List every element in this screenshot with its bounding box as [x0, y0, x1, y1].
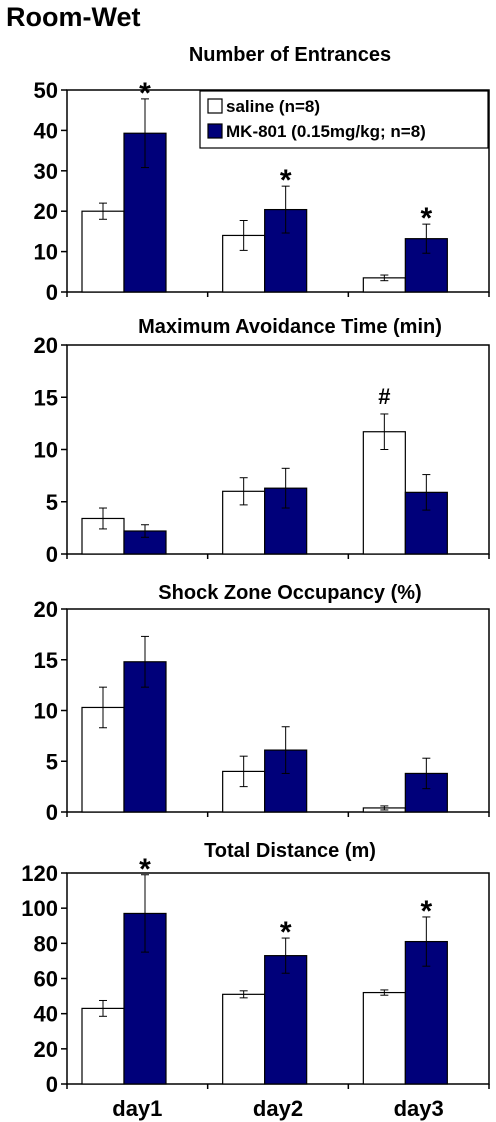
- y-tick-label: 40: [34, 118, 58, 143]
- y-tick-label: 15: [34, 648, 58, 673]
- y-tick-label: 0: [46, 800, 58, 825]
- y-tick-label: 10: [34, 240, 58, 265]
- y-tick-label: 120: [21, 861, 58, 886]
- significance-hash: #: [378, 384, 390, 409]
- significance-asterisk: *: [420, 895, 432, 928]
- legend-swatch-saline: [207, 98, 223, 114]
- y-tick-label: 60: [34, 967, 58, 992]
- bar-saline: [81, 210, 125, 293]
- y-tick-label: 80: [34, 931, 58, 956]
- y-tick-label: 20: [34, 597, 58, 622]
- y-tick-label: 40: [34, 1002, 58, 1027]
- y-tick-label: 50: [34, 78, 58, 103]
- panel-title: Number of Entrances: [189, 44, 391, 66]
- legend-swatch-mk801: [207, 123, 223, 139]
- bar-saline: [222, 993, 266, 1085]
- y-tick-label: 100: [21, 896, 58, 921]
- y-tick-label: 20: [34, 333, 58, 358]
- x-category-label: day1: [112, 1096, 162, 1121]
- bar-saline: [81, 1007, 125, 1085]
- y-tick-label: 20: [34, 1037, 58, 1062]
- y-tick-label: 0: [46, 542, 58, 567]
- y-tick-label: 20: [34, 199, 58, 224]
- y-tick-label: 0: [46, 280, 58, 305]
- bar-saline: [222, 234, 266, 293]
- bar-saline: [362, 431, 406, 555]
- significance-asterisk: *: [420, 202, 432, 235]
- y-tick-label: 10: [34, 699, 58, 724]
- panel-title: Shock Zone Occupancy (%): [158, 582, 421, 604]
- x-category-label: day2: [253, 1096, 303, 1121]
- significance-asterisk: *: [280, 916, 292, 949]
- panel-title: Total Distance (m): [204, 840, 376, 862]
- bar-mk801: [123, 132, 167, 293]
- y-tick-label: 5: [46, 490, 58, 515]
- significance-asterisk: *: [139, 77, 151, 110]
- y-tick-label: 0: [46, 1072, 58, 1097]
- y-tick-label: 5: [46, 749, 58, 774]
- x-category-label: day3: [394, 1096, 444, 1121]
- y-tick-label: 15: [34, 385, 58, 410]
- significance-asterisk: *: [139, 853, 151, 886]
- bar-saline: [362, 991, 406, 1085]
- legend-label-saline: saline (n=8): [226, 97, 320, 116]
- significance-asterisk: *: [280, 164, 292, 197]
- legend-label-mk801: MK-801 (0.15mg/kg; n=8): [226, 122, 426, 141]
- bar-mk801: [264, 955, 308, 1085]
- panel-title: Maximum Avoidance Time (min): [138, 316, 442, 338]
- y-tick-label: 10: [34, 438, 58, 463]
- legend-box: [199, 90, 489, 149]
- figure-title: Room-Wet: [6, 2, 141, 32]
- y-tick-label: 30: [34, 159, 58, 184]
